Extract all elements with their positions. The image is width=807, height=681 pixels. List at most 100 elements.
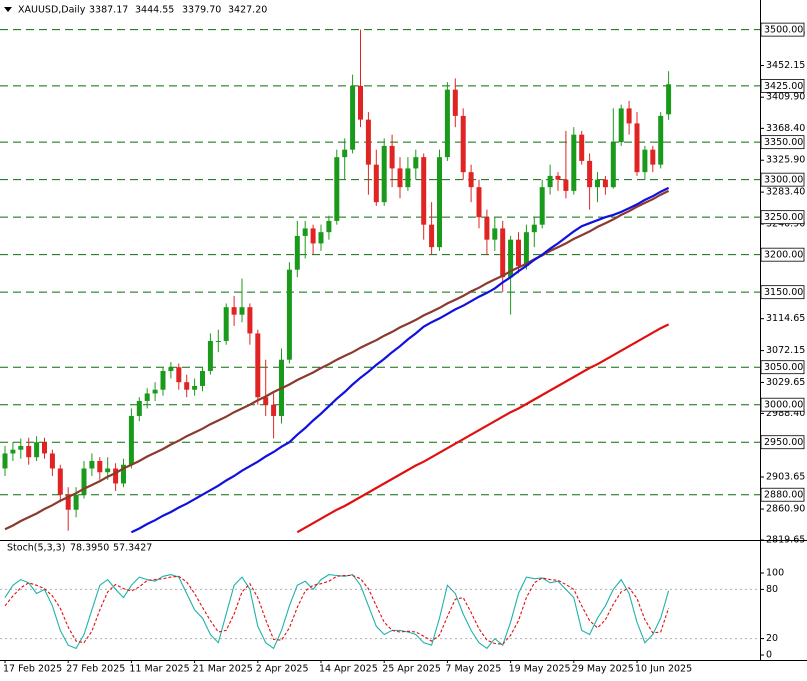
candle-body [73,494,79,510]
x-tick-label: 19 May 2025 [509,664,571,675]
level-label-box [760,78,805,93]
candle-body [231,307,237,315]
candle-body [89,460,95,469]
candle-body [136,400,142,416]
y-tick-label: 3283.40 [766,187,805,198]
candle-body [634,123,640,173]
candle-body [405,168,411,188]
candle-body [310,228,316,244]
candle-body [579,134,585,161]
candle-body [452,89,458,116]
candle-body [334,157,340,221]
y-tick-label: 2819.65 [766,535,805,546]
candle-body [444,89,450,158]
x-tick-label: 25 Apr 2025 [382,664,441,675]
level-label: 3425.00 [764,81,803,92]
level-label-box [760,487,805,502]
candle-body [239,307,245,315]
level-label: 3350.00 [764,137,803,148]
y-tick-label: 3072.15 [766,345,805,356]
x-tick-label: 29 May 2025 [572,664,634,675]
level-label-box [760,285,805,300]
candle-body [571,134,577,191]
candle-body [318,232,324,244]
y-tick-label: 3368.40 [766,123,805,134]
candle-body [26,445,32,458]
candle-body [539,187,545,225]
y-tick-label: 0 [766,650,772,661]
level-label: 3300.00 [764,175,803,186]
candle-body [2,453,8,469]
candle-body [121,464,126,484]
candle-body [81,468,87,495]
stoch-line [4,573,670,650]
candle-body [523,232,529,266]
candle-body [437,157,442,248]
candle-body [160,370,166,390]
level-label-box [760,135,805,150]
level-label-box [760,435,805,450]
y-tick-label: 3325.90 [766,155,805,166]
candle-body [373,164,379,203]
candle-body [105,468,111,473]
candle-body [563,179,569,191]
x-tick-label: 17 Feb 2025 [3,664,62,675]
candle-body [168,367,174,371]
candle-body [421,157,427,225]
candle-body [460,115,466,173]
candle-body [658,115,664,165]
candle-body [223,307,229,341]
y-tick-label: 2860.90 [766,504,805,515]
candle-body [97,460,103,473]
candle-body [207,340,213,371]
candle-body [381,145,387,203]
candle-body [484,217,490,240]
y-tick-label: 3114.65 [766,313,805,324]
level-label: 3050.00 [764,362,803,373]
candle-body [215,340,221,342]
candle-body [618,108,624,143]
x-tick-label: 21 Mar 2025 [193,664,253,675]
x-tick-label: 2 Apr 2025 [256,664,309,675]
ohlc-low: 3379.70 [182,5,221,16]
candle-body [200,370,205,386]
candle-body [365,119,371,165]
candle-body [286,269,292,360]
candle-body [389,145,395,169]
y-tick-label: 3029.65 [766,377,805,388]
y-tick-label: 20 [766,633,778,644]
ohlc-high: 3444.55 [135,5,174,16]
x-tick-label: 14 Apr 2025 [319,664,378,675]
ohlc-open: 3387.17 [89,5,128,16]
moving-average [4,189,670,531]
candle-body [350,85,356,150]
candle-body [294,235,300,270]
candle-body [342,149,348,158]
candle-body [413,157,419,169]
candle-body [516,239,521,266]
candle-body [587,160,593,188]
candle-body [302,228,308,236]
level-label-box [760,247,805,262]
y-tick-label: 3409.90 [766,92,805,103]
x-tick-label: 10 Jun 2025 [635,664,692,675]
level-label: 2950.00 [764,437,803,448]
moving-average [296,323,670,534]
level-label-box [760,22,805,37]
candle-body [247,307,253,334]
level-label-box [760,172,805,187]
menu-icon[interactable] [4,7,12,12]
ohlc-close: 3427.20 [228,5,267,16]
candle-body [49,453,55,469]
candle-body [113,468,119,484]
candle-body [57,468,63,495]
candle-body [42,442,47,454]
candle-body [34,442,40,458]
candle-body [476,187,482,218]
candle-body [152,389,158,394]
level-label-box [760,360,805,375]
candle-body [531,224,537,233]
candle-body [500,228,506,278]
candle-body [626,108,632,124]
y-tick-label: 3452.15 [766,60,805,71]
